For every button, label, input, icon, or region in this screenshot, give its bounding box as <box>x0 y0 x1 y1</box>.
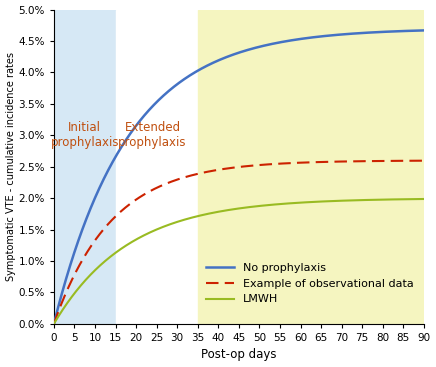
Legend: No prophylaxis, Example of observational data, LMWH: No prophylaxis, Example of observational… <box>202 259 418 309</box>
Bar <box>54 10 116 324</box>
Text: Initial
prophylaxis: Initial prophylaxis <box>51 121 119 149</box>
Bar <box>198 10 424 324</box>
Text: Extended
prophylaxis: Extended prophylaxis <box>118 121 187 149</box>
X-axis label: Post-op days: Post-op days <box>201 348 276 361</box>
Bar <box>116 10 198 324</box>
Y-axis label: Symptomatic VTE - cumulative incidence rates: Symptomatic VTE - cumulative incidence r… <box>6 52 16 281</box>
